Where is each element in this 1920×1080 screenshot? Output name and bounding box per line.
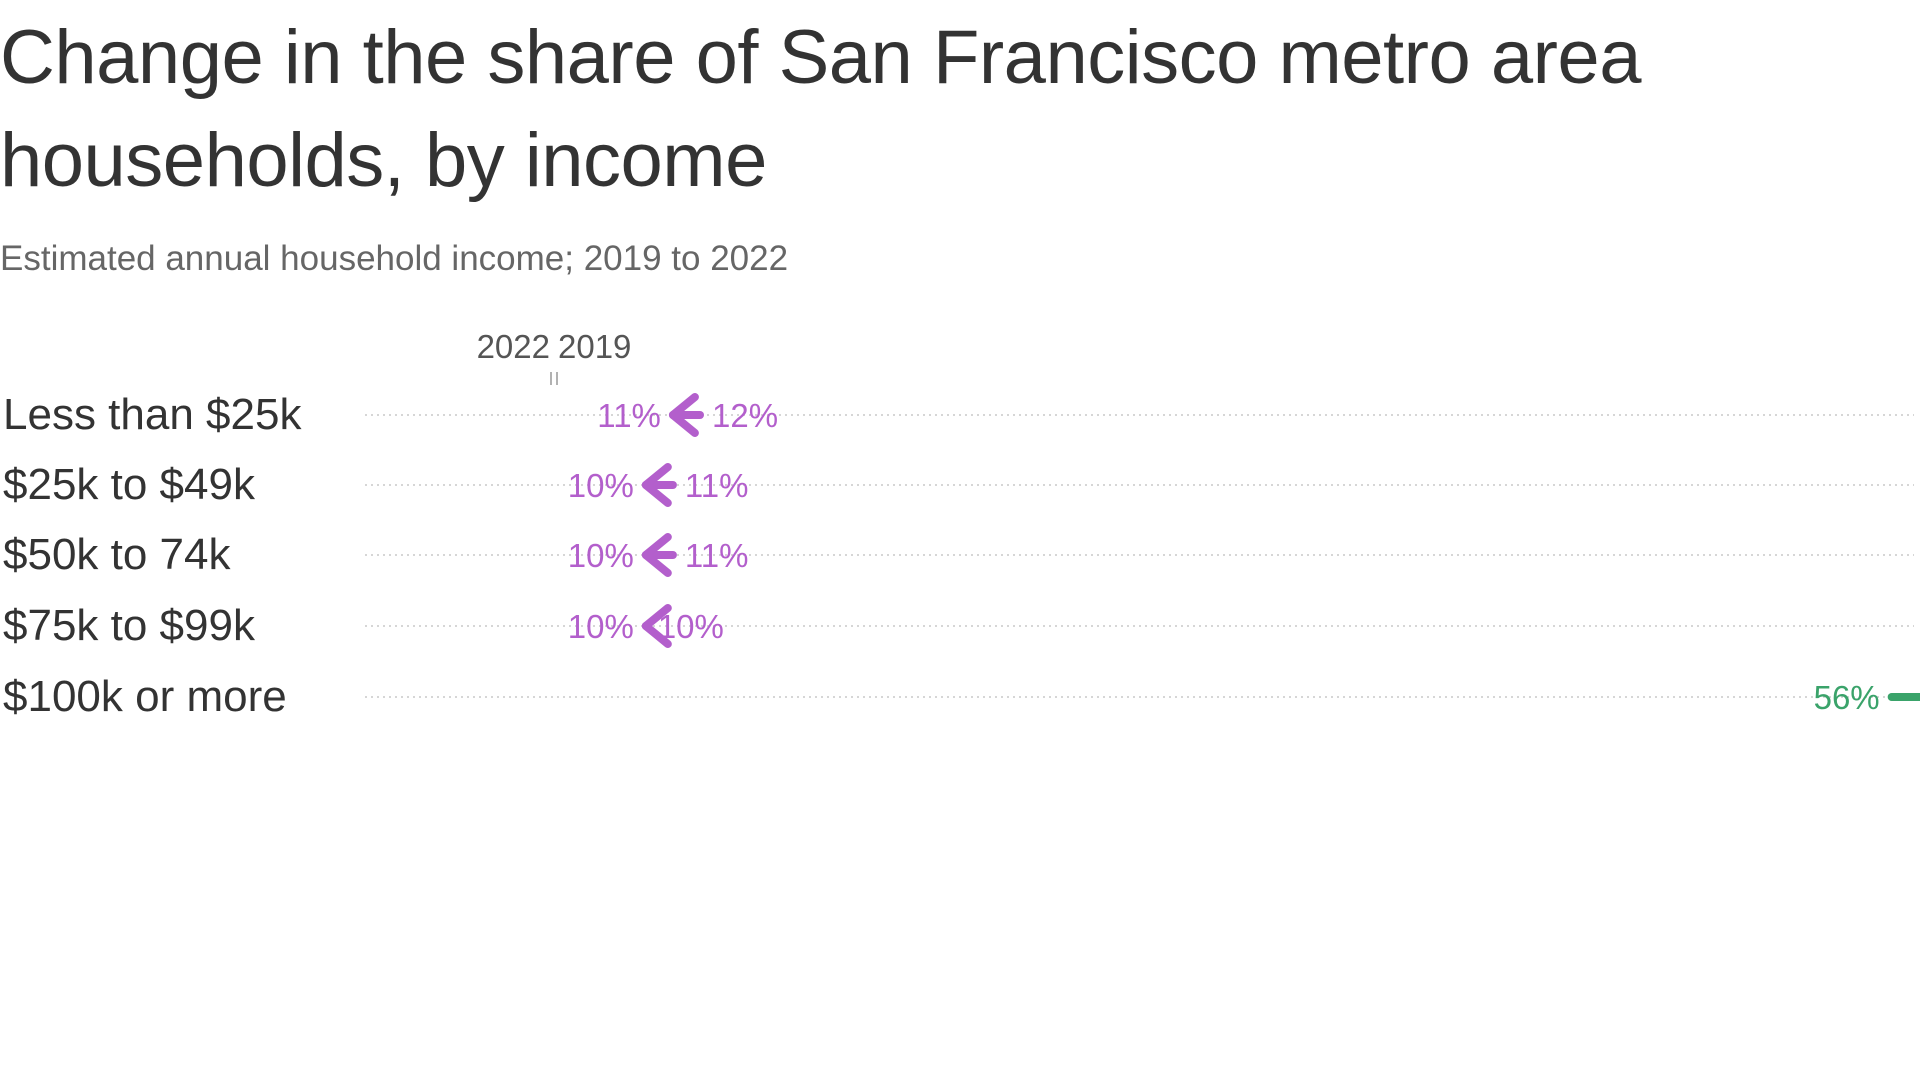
change-arrow-1 [641,463,677,507]
value-label-2019-3: 10% [658,608,724,645]
arrow-head-2 [641,533,672,577]
arrow-head-0 [668,393,699,437]
legend-label-2022: 2022 [477,328,550,365]
value-label-2019-4: 56% [1814,679,1880,716]
category-label-3: $75k to $99k [3,601,256,650]
legend-label-2019: 2019 [558,328,631,365]
arrow-head-1 [641,463,672,507]
change-arrow-3 [641,604,672,648]
change-arrow-4 [1887,693,1920,701]
value-label-2022-3: 10% [568,608,634,645]
category-label-1: $25k to $49k [3,460,256,509]
value-label-2019-1: 11% [685,467,749,504]
chart-title: Change in the share of San Francisco met… [0,15,1641,203]
category-label-0: Less than $25k [3,390,302,439]
value-label-2019-2: 11% [685,537,749,574]
category-label-2: $50k to 74k [3,530,231,579]
value-label-2022-0: 11% [597,397,661,434]
value-label-2022-1: 10% [568,467,634,504]
value-label-2022-2: 10% [568,537,634,574]
category-label-4: $100k or more [3,672,287,721]
change-arrow-0 [668,393,704,437]
chart-subtitle: Estimated annual household income; 2019 … [0,239,789,278]
value-label-2019-0: 12% [712,397,778,434]
change-arrow-2 [641,533,677,577]
arrow-head-3 [641,604,672,648]
